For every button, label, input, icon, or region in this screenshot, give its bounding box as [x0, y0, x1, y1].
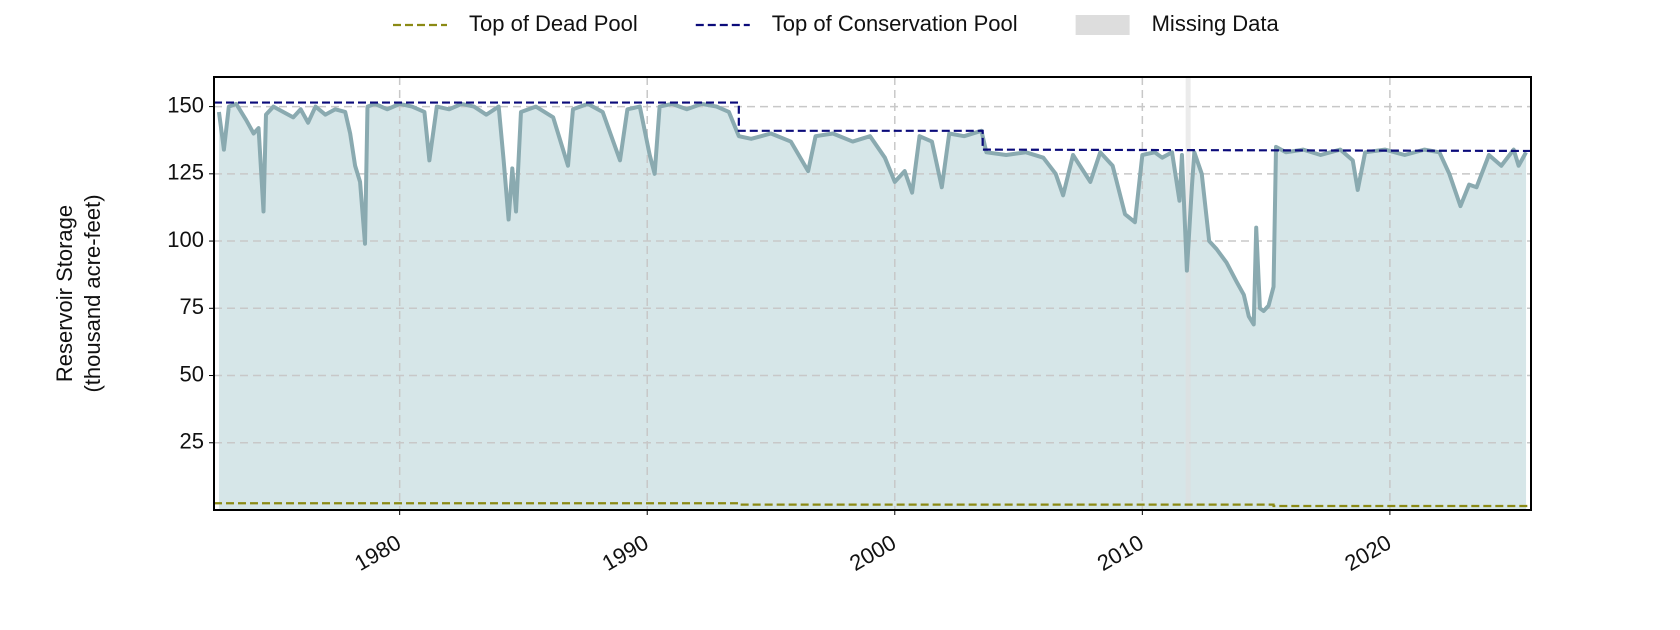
plot-frame	[213, 76, 1532, 511]
y-axis-label-line: (thousand acre-feet)	[80, 194, 105, 392]
y-axis-label-line: Reservoir Storage	[52, 205, 77, 382]
y-tick-label: 25	[180, 429, 204, 454]
x-tick-label: 2020	[1340, 530, 1395, 576]
y-tick-label: 50	[180, 361, 204, 386]
y-tick-label: 125	[167, 160, 204, 185]
x-tick-label: 1980	[350, 530, 405, 576]
storage-area	[218, 103, 1527, 510]
x-tick-label: 2000	[845, 530, 900, 576]
legend-swatch	[1075, 15, 1130, 35]
x-tick-label: 2010	[1093, 530, 1148, 576]
x-tick-label: 1990	[598, 530, 653, 576]
pool-line	[214, 502, 1531, 508]
plot	[214, 77, 1531, 510]
y-tick-label: 100	[167, 227, 204, 252]
y-tick-label: 75	[180, 294, 204, 319]
pool-line	[214, 101, 1531, 153]
y-axis-label: Reservoir Storage (thousand acre-feet)	[52, 194, 105, 392]
legend-label: Missing Data	[1152, 11, 1280, 36]
storage-line	[216, 101, 1528, 327]
legend-label: Top of Conservation Pool	[772, 11, 1018, 36]
legend-label: Top of Dead Pool	[469, 11, 638, 36]
y-tick-label: 150	[167, 92, 204, 117]
missing-band	[1185, 77, 1191, 510]
